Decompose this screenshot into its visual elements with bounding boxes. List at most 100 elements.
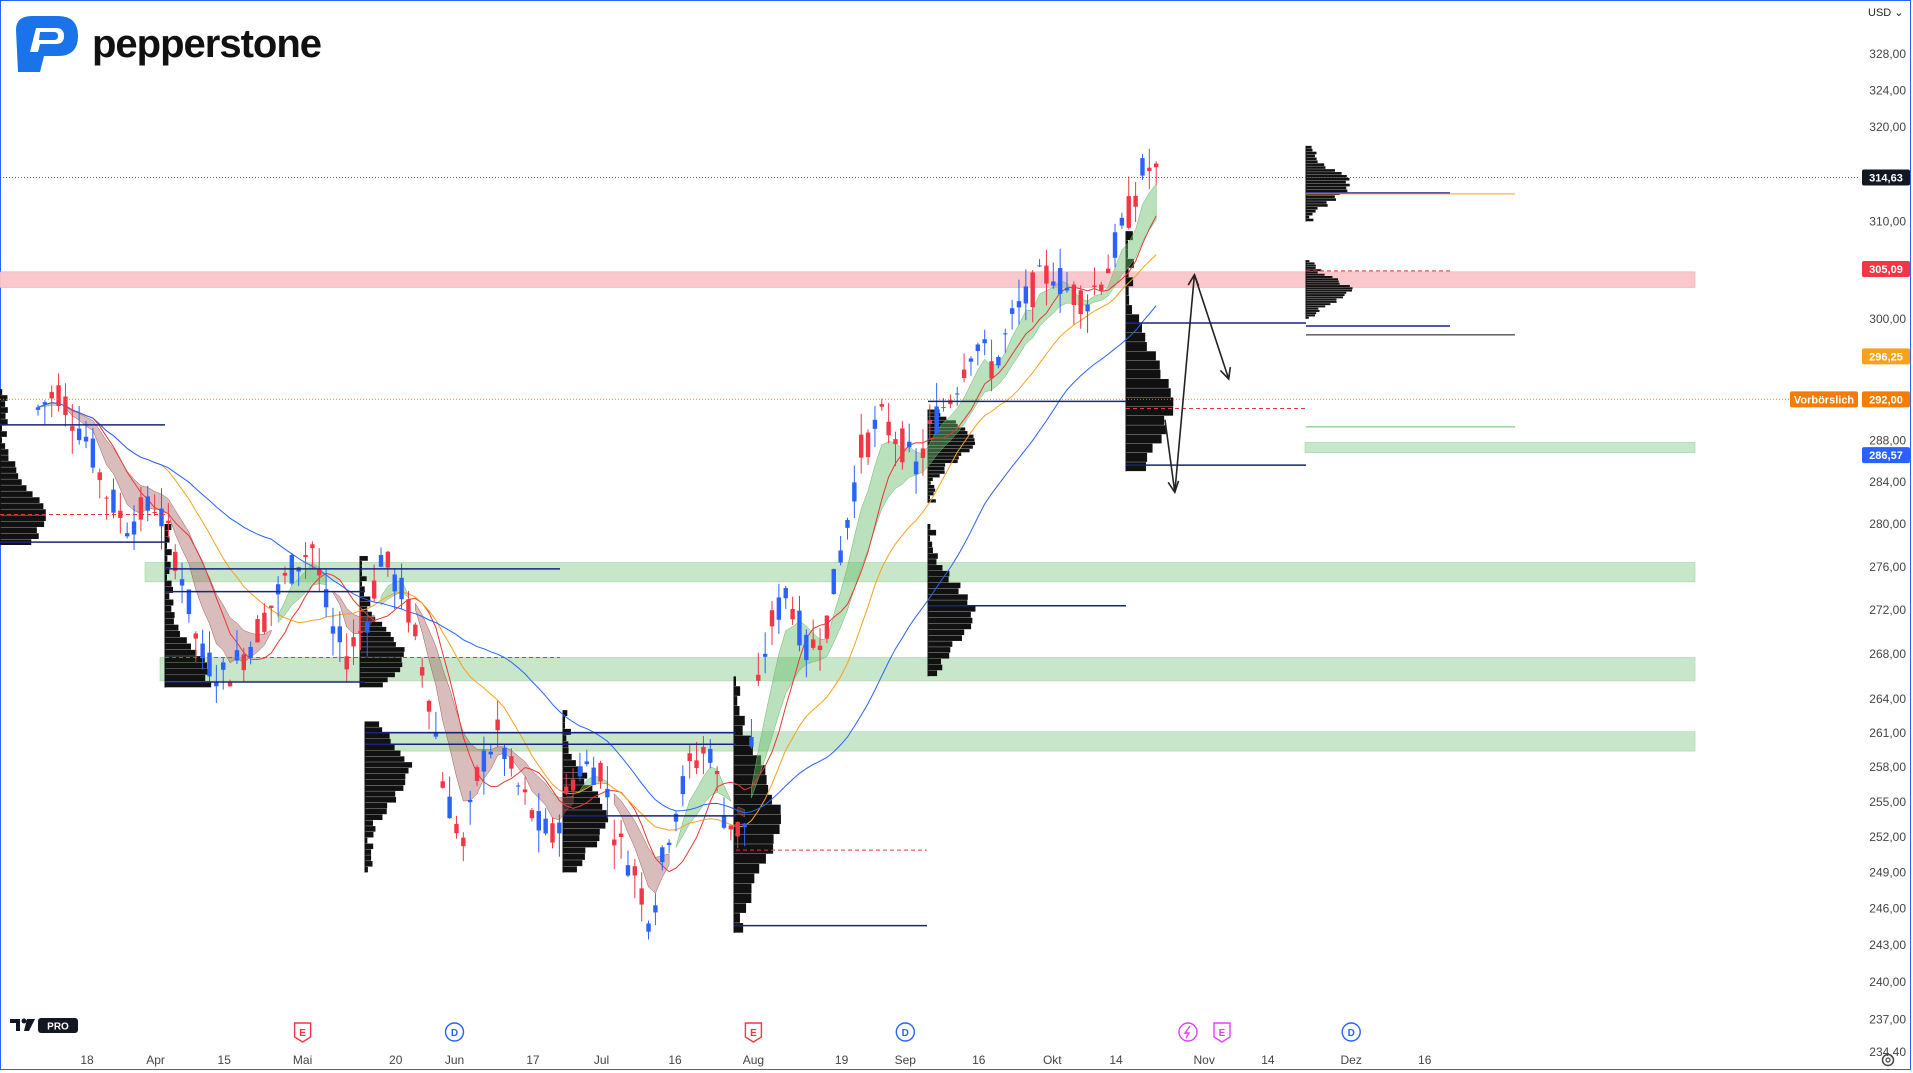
candle-body[interactable]	[214, 681, 219, 687]
candle-body[interactable]	[234, 650, 240, 661]
candle-body[interactable]	[673, 813, 679, 822]
candle[interactable]	[955, 386, 960, 406]
candle-body[interactable]	[797, 610, 802, 646]
candle[interactable]	[166, 503, 171, 539]
candle[interactable]	[97, 468, 102, 499]
earnings-icon[interactable]	[744, 1022, 763, 1043]
candle[interactable]	[564, 773, 569, 795]
candle-body[interactable]	[406, 599, 411, 623]
candle-body[interactable]	[756, 674, 761, 681]
candle[interactable]	[660, 845, 665, 871]
candle[interactable]	[255, 615, 260, 643]
candle[interactable]	[70, 403, 75, 454]
candle-body[interactable]	[968, 358, 974, 362]
candle[interactable]	[605, 766, 610, 819]
candle-body[interactable]	[618, 833, 624, 837]
candle-body[interactable]	[49, 392, 54, 399]
candle-body[interactable]	[913, 461, 919, 475]
candle[interactable]	[413, 622, 418, 641]
earnings-icon[interactable]	[1213, 1022, 1231, 1043]
candle-body[interactable]	[817, 645, 823, 651]
candle-body[interactable]	[63, 396, 68, 415]
candle-body[interactable]	[1112, 232, 1118, 258]
candle-body[interactable]	[570, 779, 576, 791]
candle-body[interactable]	[886, 421, 891, 436]
candle[interactable]	[701, 736, 706, 775]
candle-body[interactable]	[550, 823, 555, 843]
candle[interactable]	[694, 741, 699, 775]
candle-body[interactable]	[872, 419, 878, 429]
candle[interactable]	[852, 465, 857, 519]
candle-body[interactable]	[440, 781, 445, 788]
candle-body[interactable]	[536, 811, 541, 831]
candle[interactable]	[323, 568, 329, 618]
candle-body[interactable]	[337, 626, 343, 643]
candle[interactable]	[735, 821, 740, 849]
candle[interactable]	[1133, 182, 1138, 223]
candle-body[interactable]	[269, 605, 274, 608]
candle[interactable]	[214, 664, 219, 703]
candle-body[interactable]	[1051, 281, 1056, 286]
candle-body[interactable]	[927, 420, 932, 424]
candle[interactable]	[406, 591, 411, 633]
candle[interactable]	[371, 564, 377, 603]
candle[interactable]	[920, 429, 926, 476]
candle[interactable]	[317, 548, 322, 592]
dividend-icon[interactable]	[895, 1022, 915, 1042]
candle-body[interactable]	[653, 905, 658, 913]
candle-body[interactable]	[221, 662, 226, 670]
candle[interactable]	[543, 808, 548, 836]
candle-body[interactable]	[762, 653, 768, 657]
candle[interactable]	[186, 589, 192, 623]
candle-body[interactable]	[639, 888, 644, 905]
candle-body[interactable]	[646, 923, 651, 932]
candle[interactable]	[591, 756, 596, 786]
candle[interactable]	[495, 700, 500, 748]
candle[interactable]	[570, 768, 576, 798]
candle[interactable]	[159, 488, 164, 550]
candle[interactable]	[968, 356, 974, 376]
candle[interactable]	[275, 576, 281, 617]
candle[interactable]	[118, 492, 123, 534]
candle-body[interactable]	[1071, 284, 1077, 306]
candle[interactable]	[557, 814, 562, 857]
candle[interactable]	[653, 893, 658, 926]
candle[interactable]	[447, 776, 452, 819]
candle-body[interactable]	[1003, 333, 1008, 335]
candle[interactable]	[687, 744, 692, 779]
candle-body[interactable]	[522, 789, 528, 793]
candle-body[interactable]	[721, 815, 727, 828]
candle-body[interactable]	[1147, 167, 1152, 172]
candle-body[interactable]	[262, 612, 267, 632]
candle[interactable]	[1140, 154, 1145, 181]
candle[interactable]	[124, 522, 130, 539]
candle-body[interactable]	[1009, 308, 1015, 314]
candle-body[interactable]	[104, 497, 109, 499]
candle[interactable]	[200, 629, 205, 670]
dividend-icon[interactable]	[1341, 1022, 1361, 1042]
candle-body[interactable]	[474, 767, 480, 782]
candle-body[interactable]	[70, 426, 75, 431]
candle[interactable]	[941, 398, 946, 412]
candle[interactable]	[961, 353, 967, 383]
candle[interactable]	[756, 652, 761, 687]
candle-body[interactable]	[776, 597, 782, 620]
earnings-marker[interactable]: E	[744, 1022, 763, 1043]
candle[interactable]	[1153, 161, 1159, 185]
candle[interactable]	[227, 679, 233, 687]
candle[interactable]	[310, 541, 315, 570]
candle[interactable]	[1126, 176, 1131, 230]
candle[interactable]	[996, 355, 1001, 369]
candle-body[interactable]	[516, 785, 521, 787]
candle-body[interactable]	[1037, 265, 1042, 267]
candle-body[interactable]	[742, 823, 747, 828]
candle[interactable]	[337, 611, 343, 663]
candle-body[interactable]	[166, 520, 171, 524]
candle[interactable]	[865, 429, 871, 465]
candle-body[interactable]	[1099, 284, 1104, 291]
candle[interactable]	[742, 823, 747, 847]
candle-body[interactable]	[173, 551, 178, 571]
candle-body[interactable]	[625, 865, 631, 876]
candle-body[interactable]	[159, 508, 164, 527]
